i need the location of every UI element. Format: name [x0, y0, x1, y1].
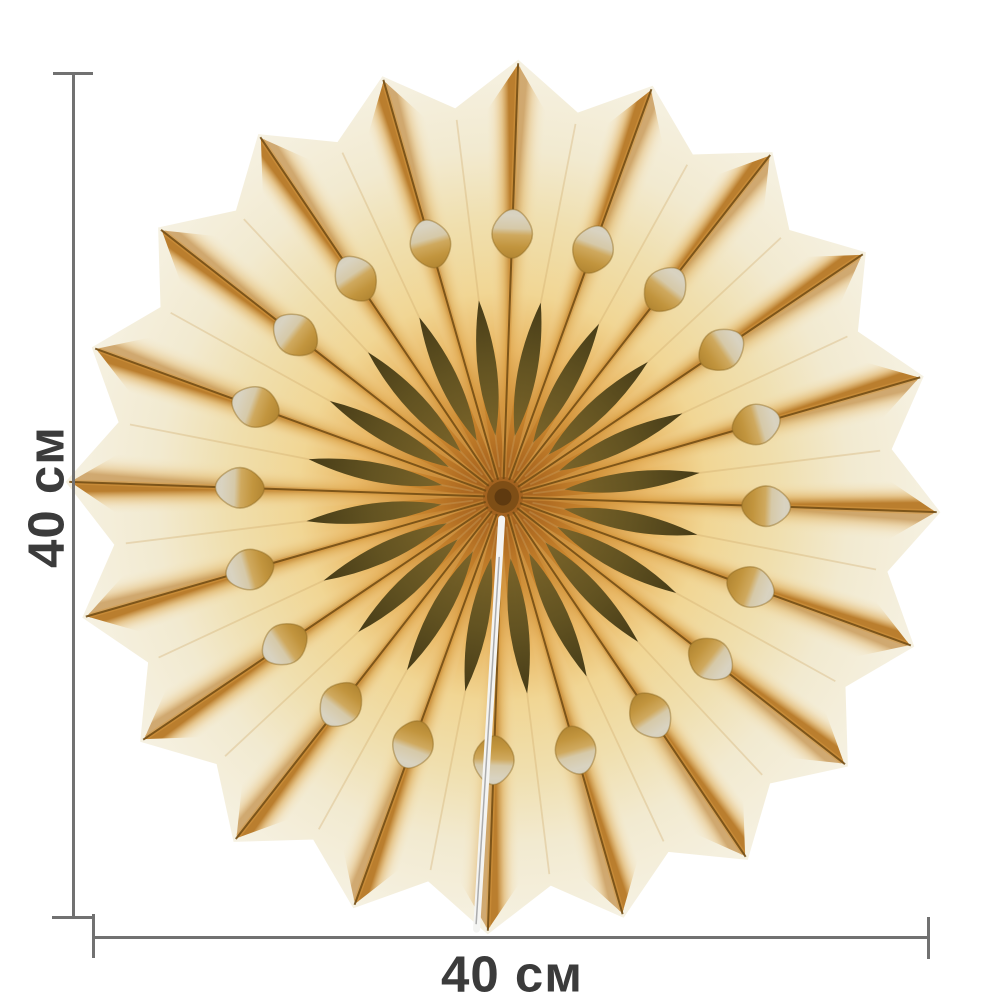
fan-pleats	[65, 59, 941, 935]
width-dimension-left-cap	[92, 914, 95, 958]
width-dimension-label: 40 см	[441, 945, 583, 1000]
height-dimension-line	[72, 73, 75, 918]
height-dimension-bottom-cap	[52, 916, 92, 919]
height-dimension-top-cap	[53, 72, 93, 75]
width-dimension-line	[93, 936, 928, 939]
width-dimension-right-cap	[927, 917, 930, 959]
height-dimension-label: 40 см	[17, 426, 75, 568]
